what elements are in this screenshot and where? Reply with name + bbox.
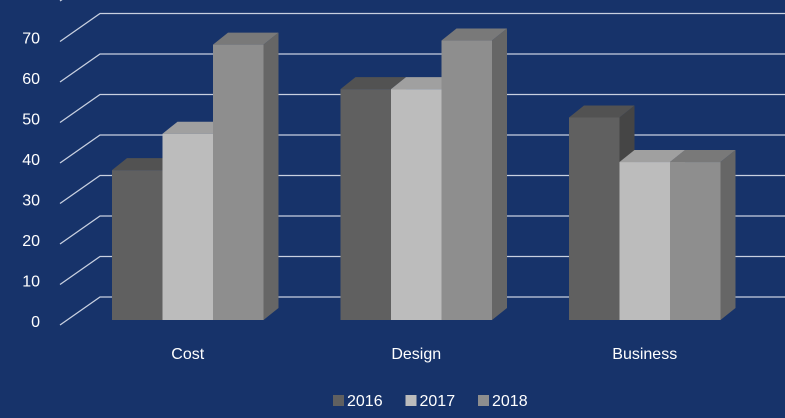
- y-tick-label: 40: [22, 152, 40, 169]
- y-tick-label: 30: [22, 193, 40, 210]
- bar: [340, 89, 391, 321]
- bar-top: [619, 150, 685, 163]
- bar-top: [391, 77, 457, 90]
- bar-top: [670, 150, 736, 163]
- y-tick-label: 60: [22, 71, 40, 88]
- grid-line: [59, 134, 785, 164]
- grid-line: [59, 215, 785, 245]
- legend-label: 2017: [420, 393, 456, 410]
- y-tick-label: 20: [22, 233, 40, 250]
- bar-top: [340, 77, 406, 90]
- grid-line: [59, 53, 785, 83]
- legend-label: 2018: [492, 393, 528, 410]
- grid-line: [59, 174, 785, 205]
- bar: [112, 170, 163, 320]
- y-tick-label: 50: [22, 112, 40, 129]
- x-tick-label: Business: [612, 346, 677, 363]
- x-tick-label: Design: [391, 346, 441, 363]
- x-tick-label: Cost: [171, 346, 204, 363]
- bar: [213, 44, 264, 320]
- legend-swatch: [478, 395, 489, 406]
- bar-top: [162, 121, 228, 134]
- bar: [619, 162, 670, 320]
- bar-side: [492, 28, 507, 321]
- bar: [670, 162, 721, 320]
- bar-top: [213, 32, 279, 45]
- bar: [391, 89, 442, 321]
- bar-top: [569, 105, 635, 118]
- grid-line: [59, 296, 785, 326]
- y-tick-label: 70: [22, 31, 40, 48]
- bar-top: [441, 28, 507, 41]
- grid-line: [59, 255, 785, 286]
- grid-line: [59, 93, 785, 124]
- grid-line: [59, 12, 785, 43]
- bar-side: [263, 32, 279, 320]
- y-tick-label: 10: [22, 274, 40, 291]
- legend-label: 2016: [347, 393, 383, 410]
- bar-side: [720, 150, 736, 320]
- wall-edge: [59, 0, 63, 2]
- legend-swatch: [405, 395, 417, 406]
- legend-swatch: [333, 395, 344, 406]
- bar: [162, 133, 213, 320]
- bar: [441, 40, 492, 321]
- y-tick-label: 0: [31, 314, 40, 331]
- bar-top: [112, 158, 178, 171]
- bar: [569, 117, 620, 320]
